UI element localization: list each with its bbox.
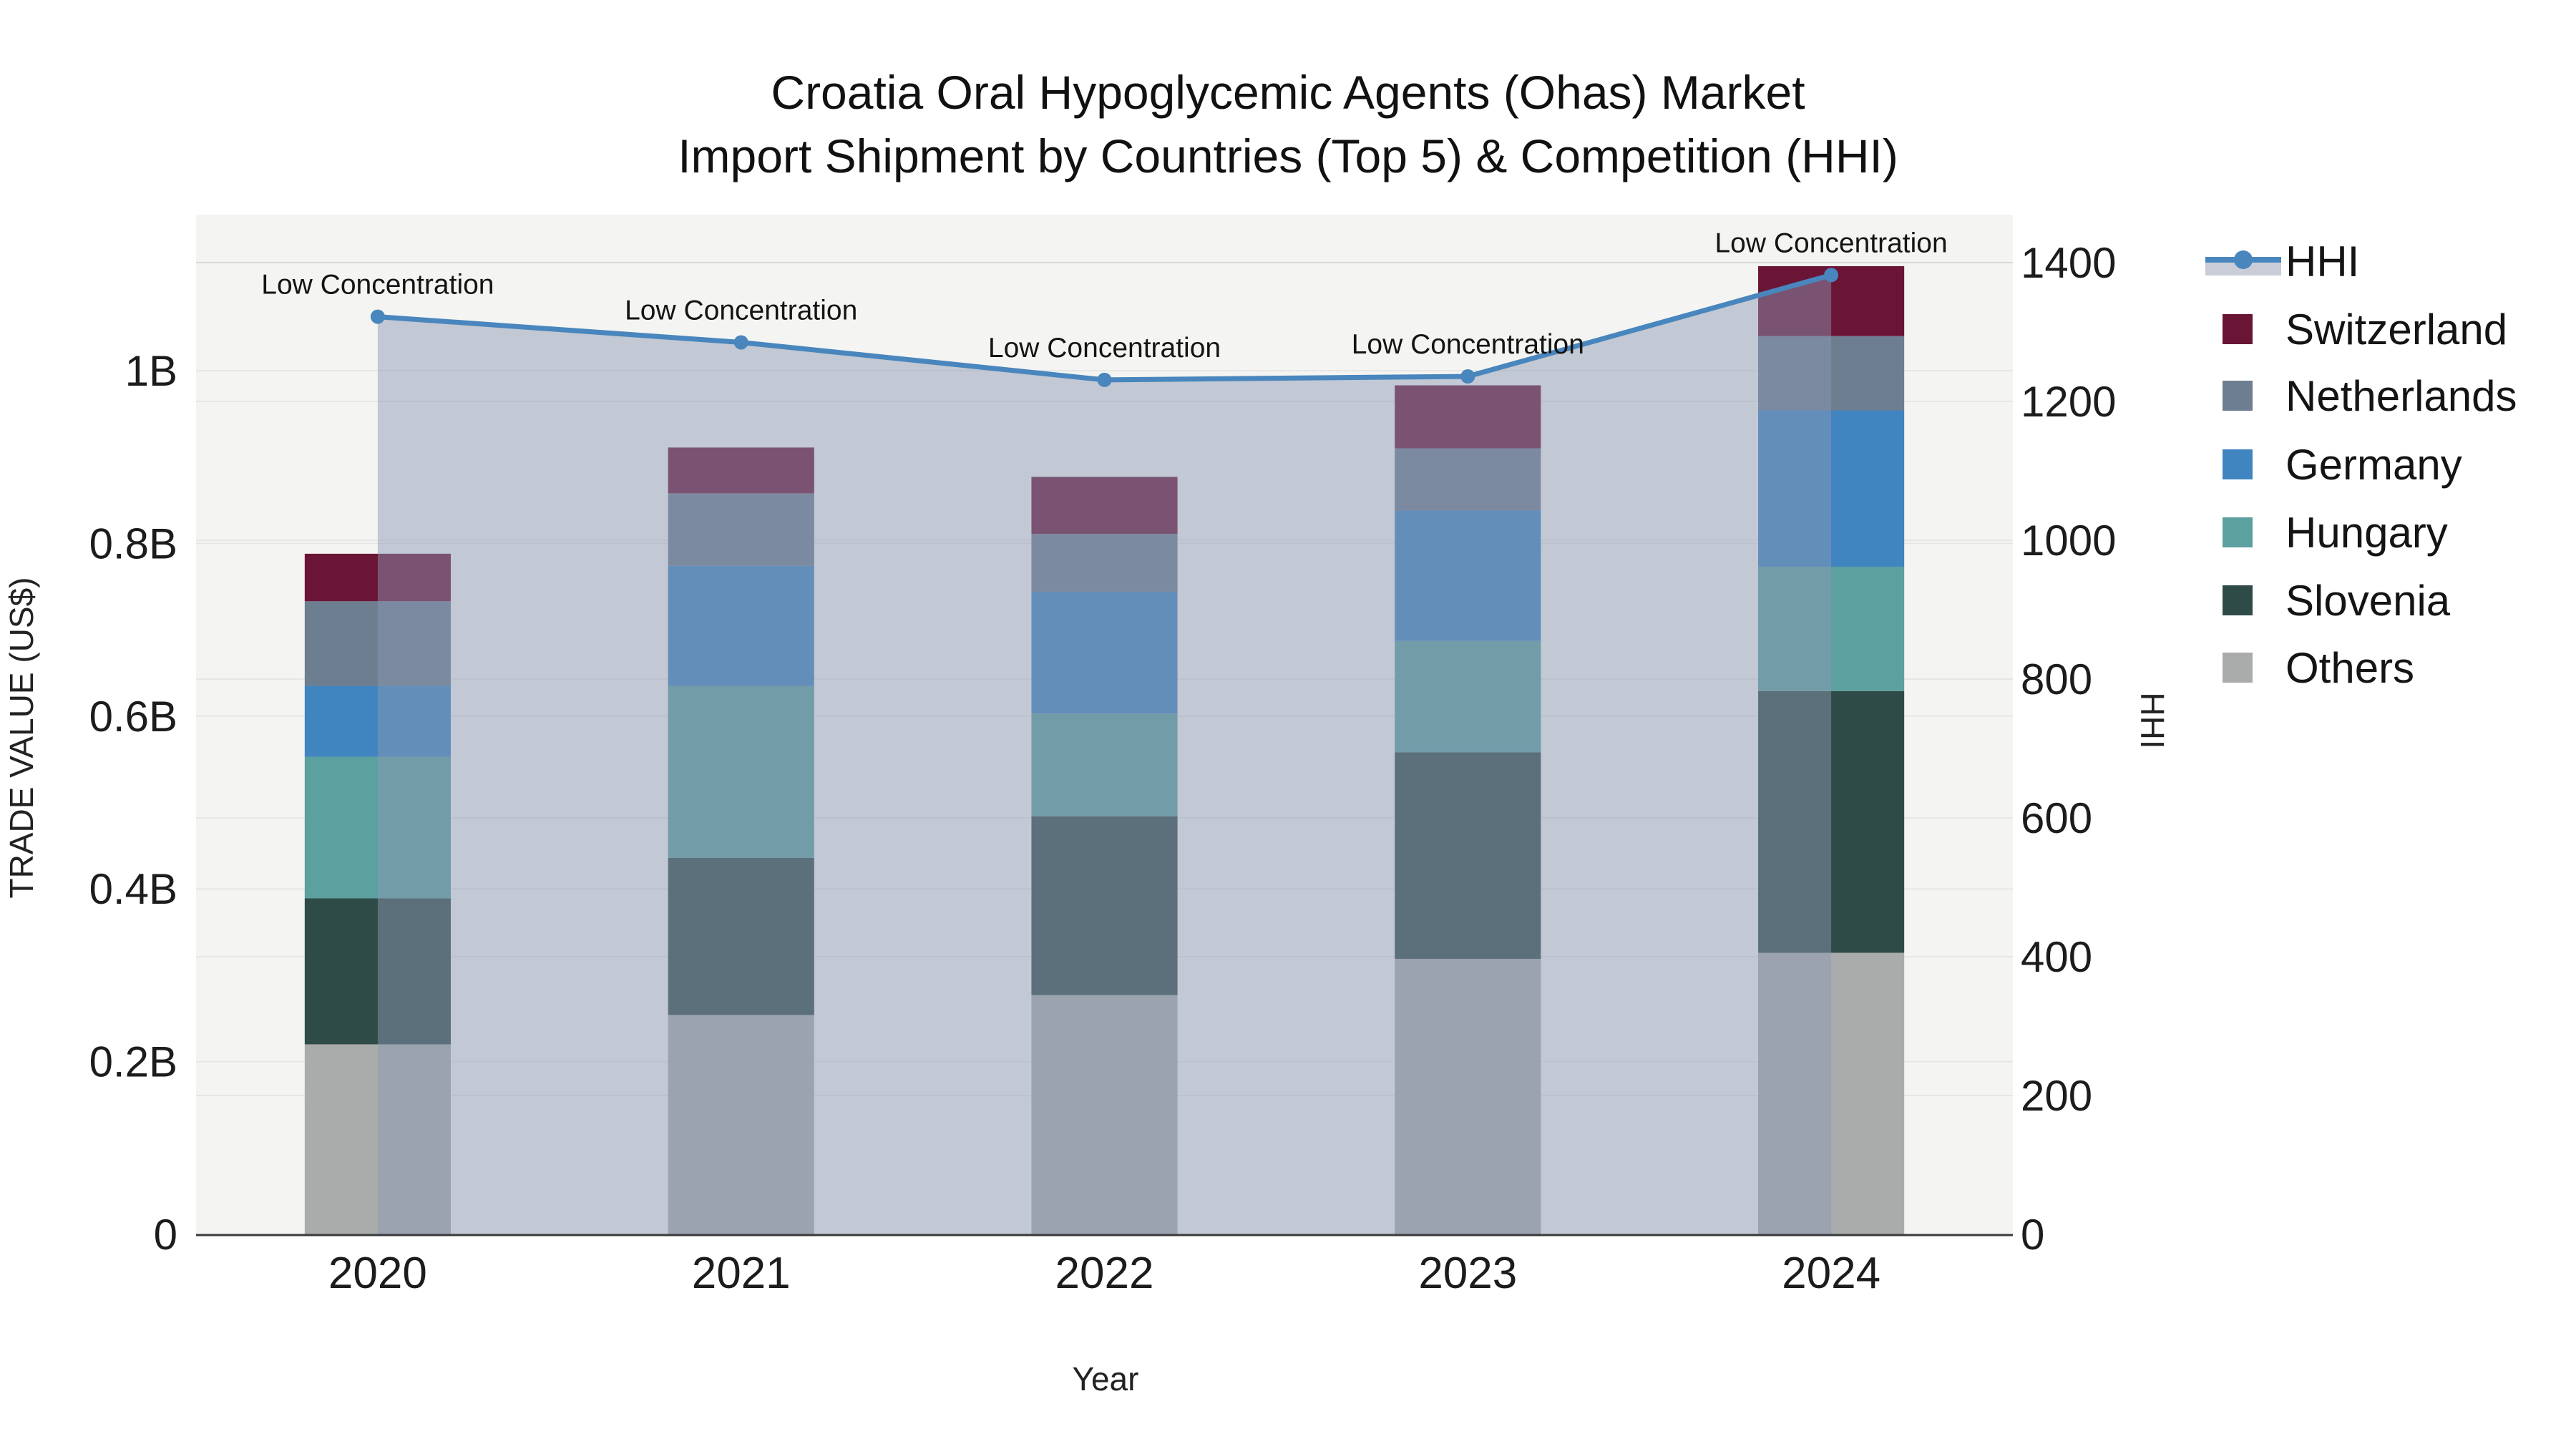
hhi-line-layer	[370, 268, 1839, 387]
legend-swatch-slovenia	[2223, 585, 2253, 615]
annotation-low-concentration: Low Concentration	[625, 295, 857, 326]
bar-others-2022[interactable]	[1031, 995, 1178, 1234]
legend-label-germany: Germany	[2285, 441, 2462, 489]
bar-hungary-2024[interactable]	[1758, 566, 1905, 691]
x-axis-title: Year	[1073, 1360, 1139, 1397]
bar-switzerland-2022[interactable]	[1031, 477, 1178, 535]
bar-netherlands-2023[interactable]	[1395, 448, 1541, 511]
legend-item-others[interactable]: Others	[2223, 644, 2414, 692]
bar-germany-2023[interactable]	[1395, 510, 1541, 641]
annotations-layer: Low Concentration Low Concentration Low Co…	[261, 228, 1947, 363]
legend-item-slovenia[interactable]: Slovenia	[2223, 577, 2451, 625]
bar-slovenia-2022[interactable]	[1031, 816, 1178, 995]
bar-slovenia-2020[interactable]	[304, 898, 451, 1045]
y2-tick-label: 1400	[2021, 239, 2116, 287]
legend-item-germany[interactable]: Germany	[2223, 441, 2462, 489]
legend-label-switzerland: Switzerland	[2285, 306, 2507, 353]
bar-others-2024[interactable]	[1758, 952, 1905, 1234]
legend-swatch-germany	[2223, 449, 2253, 479]
bar-netherlands-2020[interactable]	[304, 601, 451, 686]
y-tick-label: 0.2B	[89, 1038, 177, 1086]
annotation-low-concentration: Low Concentration	[261, 270, 494, 301]
bar-netherlands-2021[interactable]	[668, 493, 814, 566]
bar-germany-2021[interactable]	[668, 565, 814, 686]
legend-swatch-netherlands	[2223, 381, 2253, 411]
bar-netherlands-2022[interactable]	[1031, 534, 1178, 592]
legend-item-hungary[interactable]: Hungary	[2223, 509, 2448, 557]
annotation-low-concentration: Low Concentration	[1714, 228, 1947, 258]
hhi-area-fill	[377, 275, 1832, 1234]
y2-tick-label: 800	[2021, 655, 2092, 703]
y-axis-title: TRADE VALUE (US$)	[3, 577, 40, 898]
hhi-marker-2023[interactable]	[1460, 369, 1475, 384]
bar-switzerland-2020[interactable]	[304, 553, 451, 602]
hhi-marker-2022[interactable]	[1097, 372, 1112, 387]
y2-tick-label: 1200	[2021, 378, 2116, 426]
axes-layer: 0 0.2B 0.4B 0.6B 0.8B 1B 0 200 400 600 800 1000 1200…	[89, 239, 2117, 1298]
legend-hhi-marker-swatch	[2234, 250, 2253, 269]
y2-tick-label: 200	[2021, 1072, 2092, 1120]
legend-label-others: Others	[2285, 644, 2414, 692]
chart-title-line1: Croatia Oral Hypoglycemic Agents (Ohas) …	[771, 66, 1805, 119]
bar-switzerland-2023[interactable]	[1395, 385, 1541, 449]
bar-slovenia-2021[interactable]	[668, 857, 814, 1015]
bar-germany-2022[interactable]	[1031, 591, 1178, 714]
x-tick-label-2023[interactable]: 2023	[1418, 1249, 1517, 1298]
chart-title-line2: Import Shipment by Countries (Top 5) & C…	[678, 130, 1898, 182]
bar-hungary-2021[interactable]	[668, 686, 814, 858]
bar-slovenia-2024[interactable]	[1758, 691, 1905, 953]
legend-swatch-hungary	[2223, 517, 2253, 547]
y-tick-label: 0.8B	[89, 519, 177, 567]
legend-swatch-others	[2223, 653, 2253, 683]
bar-others-2023[interactable]	[1395, 958, 1541, 1234]
x-tick-label-2020[interactable]: 2020	[328, 1249, 427, 1298]
legend-label-netherlands: Netherlands	[2285, 372, 2517, 420]
y2-tick-label: 600	[2021, 794, 2092, 842]
hhi-marker-2021[interactable]	[733, 335, 748, 350]
bar-others-2020[interactable]	[304, 1044, 451, 1234]
hhi-marker-2024[interactable]	[1824, 268, 1839, 283]
bar-germany-2020[interactable]	[304, 686, 451, 757]
y2-tick-label: 400	[2021, 933, 2092, 981]
legend-label-slovenia: Slovenia	[2285, 577, 2451, 625]
bar-netherlands-2024[interactable]	[1758, 336, 1905, 411]
bars-layer	[304, 265, 1905, 1234]
hhi-area-layer	[377, 275, 1832, 1234]
annotation-low-concentration: Low Concentration	[988, 333, 1221, 364]
bar-hungary-2022[interactable]	[1031, 713, 1178, 816]
bar-hungary-2023[interactable]	[1395, 640, 1541, 753]
y2-tick-label: 1000	[2021, 517, 2116, 565]
legend-swatch-switzerland	[2223, 314, 2253, 344]
legend-item-netherlands[interactable]: Netherlands	[2223, 372, 2517, 420]
bar-slovenia-2023[interactable]	[1395, 752, 1541, 959]
bar-others-2021[interactable]	[668, 1015, 814, 1234]
y-tick-label: 0.4B	[89, 865, 177, 913]
y-tick-label: 0.6B	[89, 693, 177, 741]
y-tick-label: 1B	[125, 347, 177, 395]
y2-axis-title: HHI	[2134, 692, 2171, 748]
y-tick-label: 0	[154, 1211, 177, 1259]
hhi-marker-2020[interactable]	[370, 309, 385, 324]
bar-switzerland-2021[interactable]	[668, 447, 814, 494]
x-tick-label-2024[interactable]: 2024	[1782, 1249, 1880, 1298]
legend-layer: HHI Switzerland Netherlands Germany Hungary S…	[2205, 238, 2517, 692]
annotation-low-concentration: Low Concentration	[1352, 329, 1584, 360]
legend-item-switzerland[interactable]: Switzerland	[2223, 306, 2507, 353]
legend-label-hhi: HHI	[2285, 238, 2359, 286]
legend-label-hungary: Hungary	[2285, 509, 2448, 557]
y2-tick-label: 0	[2021, 1211, 2044, 1259]
bar-germany-2024[interactable]	[1758, 410, 1905, 567]
x-tick-label-2022[interactable]: 2022	[1055, 1249, 1154, 1298]
legend-item-hhi[interactable]: HHI	[2205, 238, 2359, 286]
x-tick-label-2021[interactable]: 2021	[692, 1249, 791, 1298]
bar-hungary-2020[interactable]	[304, 756, 451, 899]
